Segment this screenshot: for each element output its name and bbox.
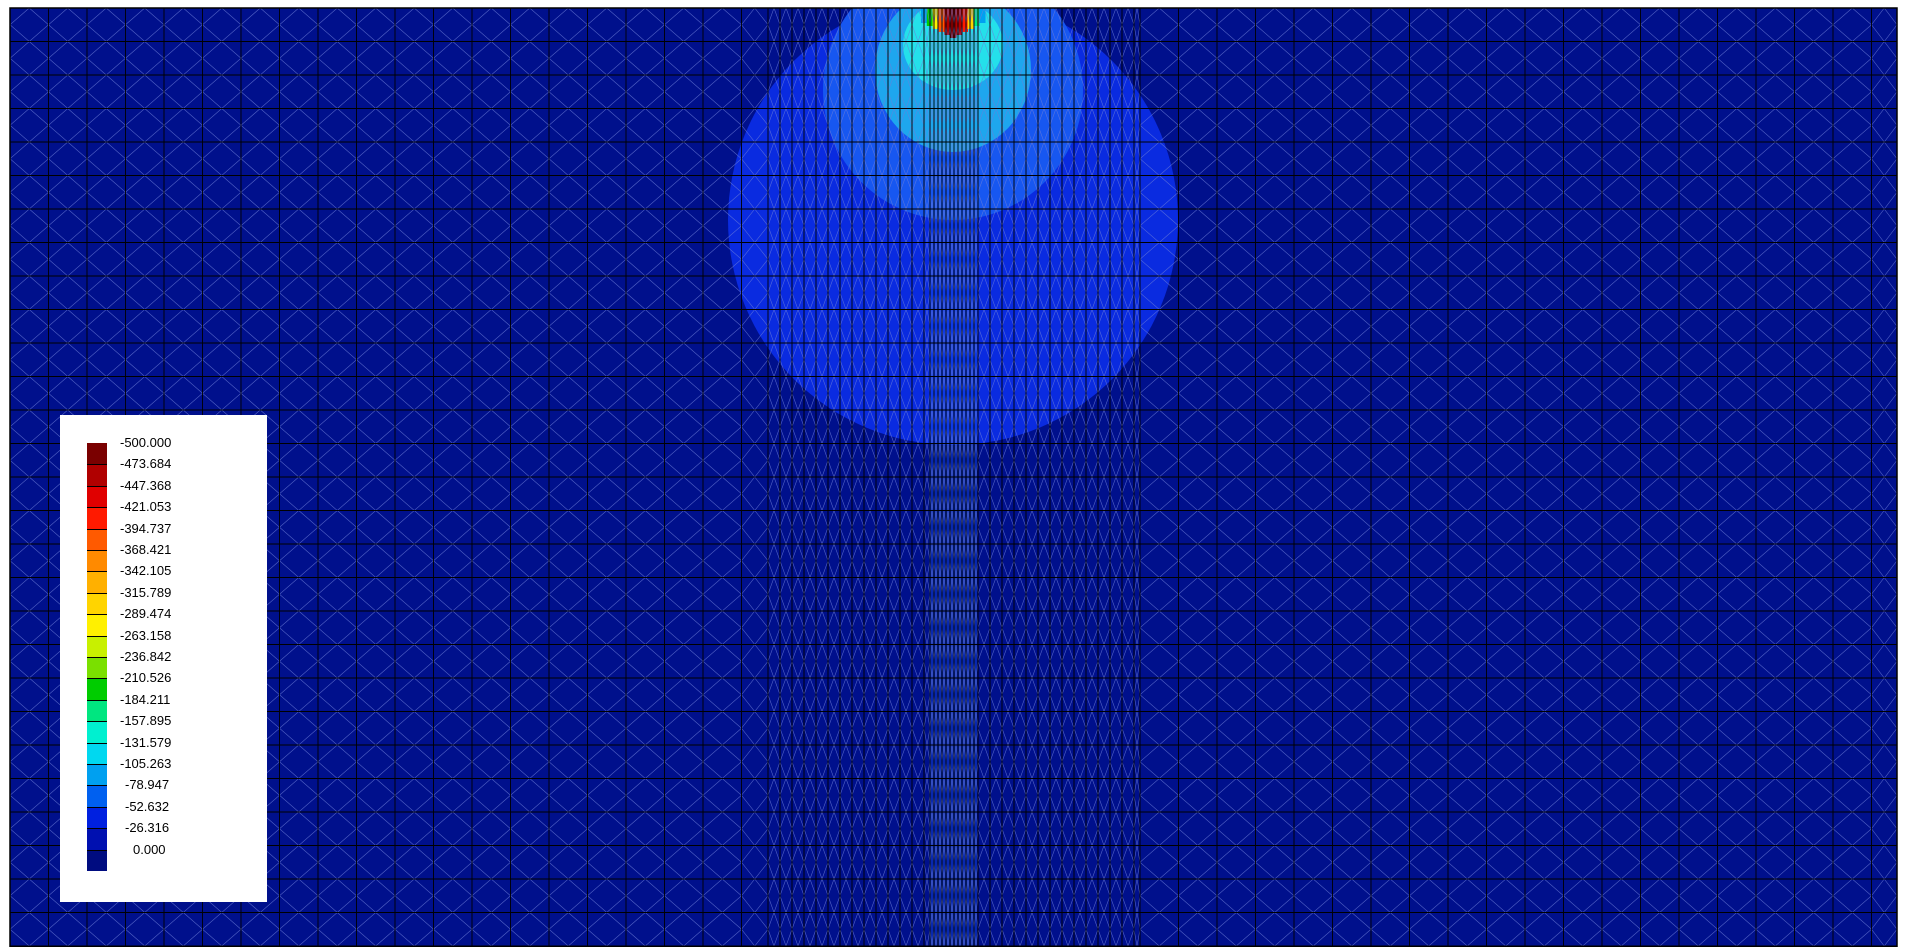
legend-tick <box>87 485 107 487</box>
legend-tick <box>87 742 107 744</box>
peak-stripe <box>950 8 957 38</box>
legend-swatch <box>87 806 107 829</box>
legend-swatch <box>87 592 107 615</box>
legend-tick <box>87 764 107 765</box>
legend-swatch <box>87 828 107 850</box>
mesh-grid <box>10 8 1897 947</box>
legend-label: -342.105 <box>120 563 172 579</box>
legend-tick <box>87 635 107 637</box>
legend-swatch <box>87 849 107 871</box>
legend-tick <box>87 657 107 658</box>
legend-swatch <box>87 614 107 636</box>
legend-tick <box>87 507 107 509</box>
legend-swatch <box>87 528 107 550</box>
legend-tick <box>87 464 107 466</box>
legend-tick <box>87 721 107 723</box>
legend-tick <box>87 614 107 616</box>
legend-label: -131.579 <box>120 734 172 750</box>
peak-stripe <box>955 8 963 35</box>
peak-stripe <box>932 8 939 29</box>
legend-swatch <box>87 443 107 465</box>
legend-swatch <box>87 657 107 679</box>
legend-swatch <box>87 571 107 593</box>
legend-label: -289.474 <box>120 606 172 622</box>
legend-tick <box>87 828 107 830</box>
legend-label: -184.211 <box>120 691 171 707</box>
legend-tick <box>87 806 107 808</box>
legend-swatch <box>87 699 107 722</box>
legend-swatch <box>87 507 107 529</box>
plot-frame <box>9 7 1898 947</box>
legend-tick <box>87 550 107 551</box>
peak-stripe <box>973 8 980 26</box>
legend-swatch <box>87 764 107 786</box>
peak-stripe <box>979 8 986 23</box>
legend-label: -105.263 <box>120 756 172 771</box>
legend-swatch <box>87 485 107 508</box>
legend-label: -473.684 <box>120 456 172 472</box>
legend-tick <box>87 849 107 851</box>
legend-tick <box>87 528 107 530</box>
peak-stripe <box>961 8 969 32</box>
mesh-lines <box>10 8 1897 947</box>
legend-label: -236.842 <box>120 649 172 664</box>
legend-label: -315.789 <box>120 584 172 600</box>
legend-tick <box>87 571 107 573</box>
legend-label: -210.526 <box>120 670 172 686</box>
legend-swatch <box>87 785 107 807</box>
legend-tick <box>87 699 107 701</box>
legend-swatch <box>87 550 107 572</box>
legend-label: -421.053 <box>120 499 172 515</box>
legend-swatch <box>87 464 107 486</box>
legend-tick <box>87 785 107 787</box>
legend-swatch <box>87 678 107 700</box>
legend-label: -52.632 <box>125 798 170 814</box>
legend-label: -394.737 <box>120 520 172 536</box>
legend-swatch <box>87 721 107 743</box>
legend-label: -500.000 <box>120 435 172 450</box>
legend-tick <box>87 678 107 680</box>
legend-swatch <box>87 635 107 657</box>
legend-label: -368.421 <box>120 542 172 557</box>
color-legend: -500.000 -473.684 -447.368 -421.053 -394.737… <box>60 415 267 902</box>
legend-label: 0.000 <box>133 841 166 857</box>
peak-stripe <box>944 8 951 35</box>
legend-label: -157.895 <box>120 713 172 729</box>
legend-label: -447.368 <box>120 477 172 493</box>
legend-tick <box>87 592 107 594</box>
legend-swatch <box>87 742 107 764</box>
legend-label: -78.947 <box>125 777 170 793</box>
legend-label: -263.158 <box>120 627 172 643</box>
legend-label: -26.316 <box>125 820 170 836</box>
